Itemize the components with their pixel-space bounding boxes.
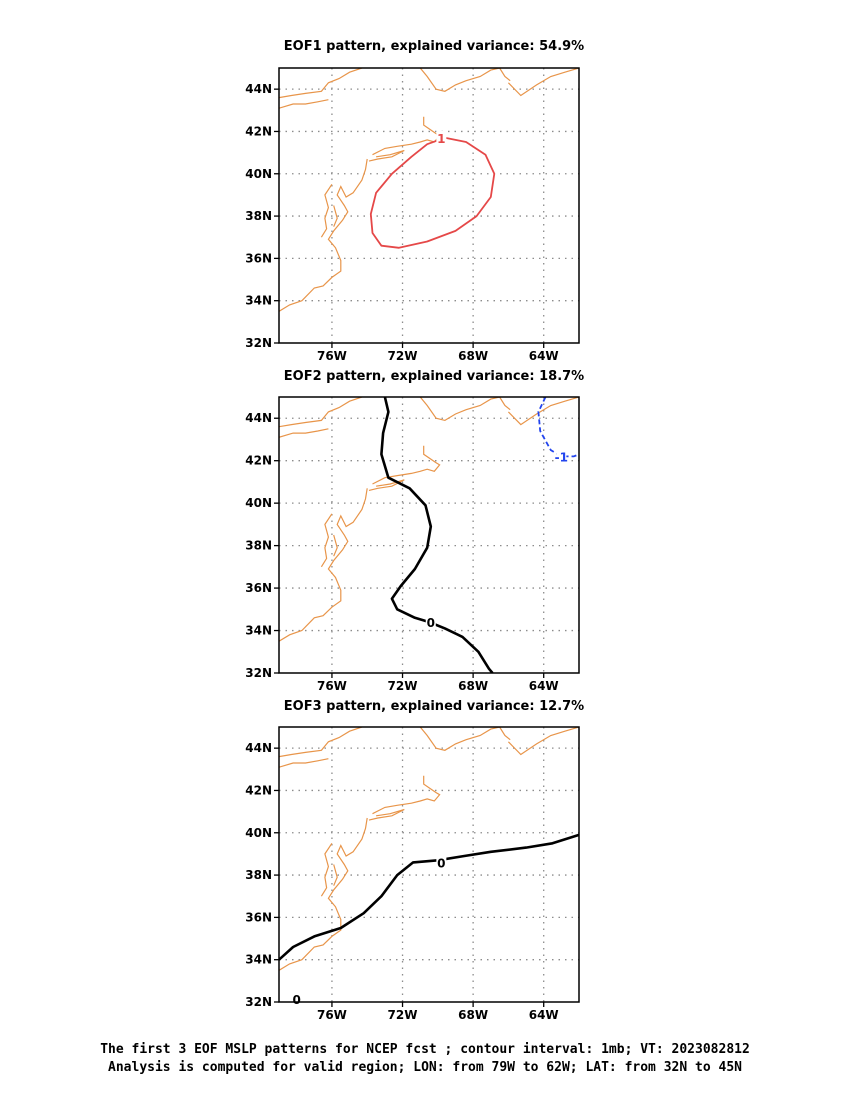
- panel-title: EOF1 pattern, explained variance: 54.9%: [284, 39, 584, 54]
- contour-label: 0: [427, 616, 435, 630]
- coastline-segment: [279, 817, 368, 971]
- coastline: [279, 68, 579, 312]
- lat-tick-label: 38N: [245, 539, 272, 553]
- contour-label-bg: [556, 449, 567, 463]
- coastline-segment: [419, 727, 500, 751]
- coastline-segment: [320, 513, 333, 568]
- coastline-segment: [279, 68, 363, 99]
- coastline-segment: [499, 68, 511, 82]
- lon-tick-label: 68W: [458, 679, 488, 693]
- coastline: [279, 397, 579, 642]
- contour-line-0: [380, 397, 494, 673]
- coastline-segment: [499, 397, 511, 411]
- coastline: [279, 727, 579, 971]
- caption-line-1: The first 3 EOF MSLP patterns for NCEP f…: [100, 1042, 750, 1057]
- lon-tick-label: 68W: [458, 349, 488, 363]
- coastline-segment: [279, 99, 329, 109]
- lat-tick-label: 36N: [245, 251, 272, 265]
- panel-title: EOF3 pattern, explained variance: 12.7%: [284, 699, 584, 714]
- lat-tick-label: 38N: [245, 868, 272, 882]
- coastline-segment: [279, 428, 329, 438]
- contour-label: 0: [437, 856, 445, 870]
- lat-tick-label: 44N: [245, 411, 272, 425]
- lat-tick-label: 40N: [245, 496, 272, 510]
- lat-tick-label: 40N: [245, 167, 272, 181]
- lat-tick-label: 34N: [245, 294, 272, 308]
- coastline-segment: [368, 149, 405, 162]
- coastline-segment: [372, 116, 441, 156]
- coastline-segment: [499, 727, 511, 741]
- lon-tick-label: 68W: [458, 1008, 488, 1022]
- lat-tick-label: 34N: [245, 624, 272, 638]
- coastline-segment: [507, 727, 579, 756]
- grid-lines: [279, 727, 579, 1002]
- coastline-segment: [320, 183, 333, 238]
- lon-tick-label: 76W: [317, 1008, 347, 1022]
- coastline-segment: [419, 68, 500, 92]
- eof-panel-3: EOF3 pattern, explained variance: 12.7% 0…: [245, 699, 584, 1022]
- lat-tick-label: 38N: [245, 209, 272, 223]
- grid-lines: [279, 397, 579, 673]
- lon-tick-label: 64W: [529, 349, 559, 363]
- panel-title: EOF2 pattern, explained variance: 18.7%: [284, 369, 584, 384]
- contour-label-bg: [436, 855, 447, 869]
- contour-line-neg1: [537, 397, 579, 458]
- contour-label: 1: [437, 132, 445, 146]
- coastline-segment: [279, 758, 329, 768]
- coastline-segment: [419, 397, 500, 422]
- lat-tick-label: 42N: [245, 124, 272, 138]
- lon-tick-label: 72W: [388, 1008, 418, 1022]
- contour-label-bg: [291, 991, 302, 1005]
- contour-label: 0: [292, 993, 300, 1007]
- lat-tick-label: 42N: [245, 454, 272, 468]
- coastline-segment: [320, 842, 333, 897]
- contour-label-bg: [436, 130, 447, 144]
- coastline-segment: [279, 158, 368, 312]
- coastline-segment: [279, 488, 368, 642]
- coastline-segment: [279, 727, 363, 758]
- eof-panel-2: EOF2 pattern, explained variance: 18.7% 0…: [245, 369, 584, 693]
- lat-tick-label: 36N: [245, 910, 272, 924]
- map-frame: [278, 726, 580, 1003]
- map-frame: [278, 396, 580, 674]
- lat-tick-label: 36N: [245, 581, 272, 595]
- coastline-segment: [372, 445, 441, 485]
- lat-tick-label: 40N: [245, 826, 272, 840]
- caption-line-2: Analysis is computed for valid region; L…: [108, 1060, 742, 1075]
- lat-tick-label: 32N: [245, 336, 272, 350]
- lon-tick-label: 76W: [317, 349, 347, 363]
- lat-tick-label: 42N: [245, 783, 272, 797]
- coastline-segment: [368, 479, 405, 491]
- coastline-segment: [333, 205, 338, 227]
- coastline-segment: [279, 397, 363, 428]
- lat-tick-label: 44N: [245, 82, 272, 96]
- map-frame: [278, 67, 580, 344]
- contour-label: -1: [555, 450, 568, 464]
- contour-line-1: [369, 136, 496, 249]
- contour-line-0: [279, 833, 579, 961]
- contour-label-bg: [425, 615, 436, 629]
- lat-tick-label: 44N: [245, 741, 272, 755]
- coastline-segment: [368, 808, 405, 821]
- lon-tick-label: 72W: [388, 349, 418, 363]
- lon-tick-label: 72W: [388, 679, 418, 693]
- lat-tick-label: 32N: [245, 666, 272, 680]
- lat-tick-label: 34N: [245, 953, 272, 967]
- lon-tick-label: 64W: [529, 1008, 559, 1022]
- coastline-segment: [333, 864, 338, 886]
- grid-lines: [279, 68, 579, 343]
- eof-panel-1: EOF1 pattern, explained variance: 54.9% 1…: [245, 39, 584, 363]
- lon-tick-label: 76W: [317, 679, 347, 693]
- coastline-segment: [372, 775, 441, 815]
- lon-tick-label: 64W: [529, 679, 559, 693]
- coastline-segment: [507, 397, 579, 426]
- coastline-segment: [507, 68, 579, 97]
- coastline-segment: [333, 534, 338, 557]
- lat-tick-label: 32N: [245, 995, 272, 1009]
